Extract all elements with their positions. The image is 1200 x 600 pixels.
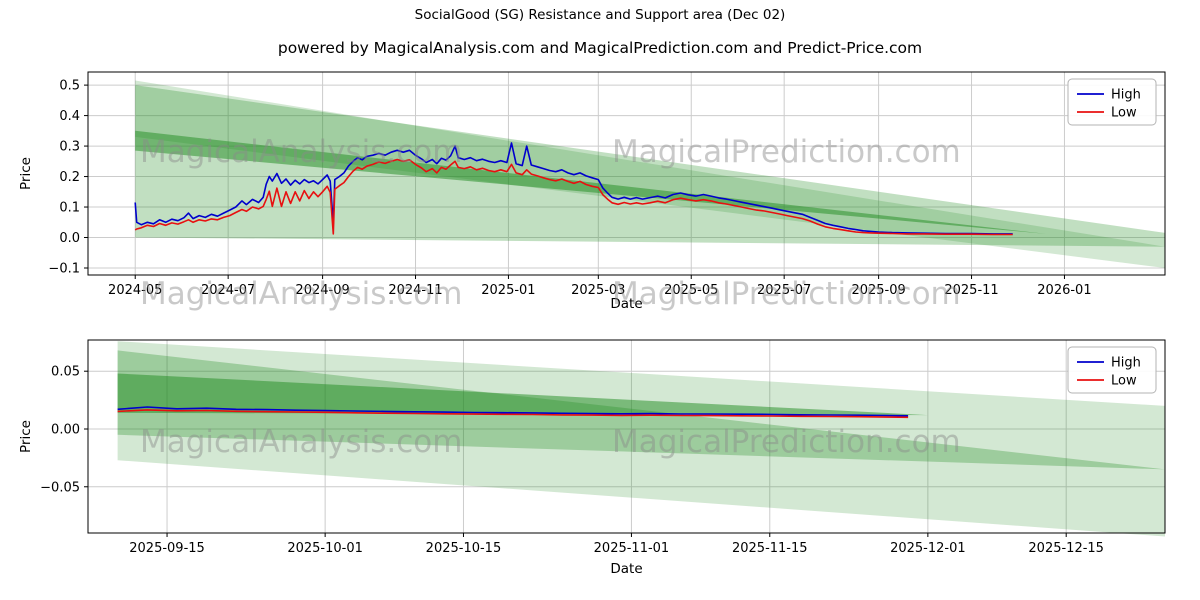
support-resistance-band (117, 373, 928, 416)
x-tick-label: 2025-01 (481, 283, 535, 298)
legend-label: High (1111, 88, 1141, 103)
figure-subtitle: powered by MagicalAnalysis.com and Magic… (277, 39, 923, 57)
x-tick-label: 2024-11 (388, 283, 442, 298)
support-resistance-band (135, 85, 1166, 247)
figure-title: SocialGood (SG) Resistance and Support a… (414, 7, 786, 23)
y-tick-label: 0.3 (59, 140, 80, 155)
axes-box (87, 339, 1166, 534)
y-tick-label: 0.1 (59, 201, 80, 216)
legend: High Low (1067, 78, 1157, 126)
x-tick-label: 2026-01 (1037, 283, 1091, 298)
support-resistance-band (135, 130, 1047, 234)
axes-box (87, 71, 1166, 276)
y-tick-label: −0.1 (48, 261, 80, 276)
x-axis-label: Date (610, 296, 642, 312)
legend-label: Low (1111, 374, 1137, 389)
y-axis-label: Price (18, 157, 34, 190)
x-tick-label: 2025-07 (757, 283, 811, 298)
y-tick-label: 0.2 (59, 170, 80, 185)
x-tick-label: 2024-09 (295, 283, 349, 298)
x-tick-label: 2025-12-01 (890, 541, 966, 556)
x-tick-label: 2025-11-01 (594, 541, 670, 556)
y-tick-label: 0.05 (51, 365, 80, 380)
x-tick-label: 2025-12-15 (1028, 541, 1104, 556)
x-tick-label: 2025-09-15 (129, 541, 205, 556)
y-tick-label: −0.05 (40, 480, 80, 495)
legend: High Low (1067, 346, 1157, 394)
legend-label: Low (1111, 106, 1137, 121)
x-tick-label: 2025-05 (664, 283, 718, 298)
high-price-line (134, 142, 1013, 235)
x-axis-label: Date (610, 561, 642, 577)
x-tick-label: 2025-10-15 (426, 541, 502, 556)
legend-label: High (1111, 356, 1141, 371)
x-tick-label: 2025-10-01 (287, 541, 363, 556)
x-tick-label: 2025-11 (944, 283, 998, 298)
legend-box (1067, 346, 1157, 394)
x-tick-label: 2024-05 (108, 283, 162, 298)
x-tick-label: 2025-03 (571, 283, 625, 298)
x-tick-label: 2025-11-15 (732, 541, 808, 556)
x-tick-label: 2025-09 (851, 283, 905, 298)
high-price-line (117, 406, 909, 417)
price-chart-top: 2024-05 2024-07 2024-09 2024-11 2025-01 2025-… (18, 71, 1166, 312)
y-tick-label: 0.0 (59, 231, 80, 246)
legend-box (1067, 78, 1157, 126)
price-chart-bottom: 2025-09-15 2025-10-01 2025-10-15 2025-11-01… (18, 339, 1166, 577)
y-tick-label: 0.4 (59, 109, 80, 124)
x-tick-label: 2024-07 (201, 283, 255, 298)
low-price-line (134, 158, 1013, 236)
y-tick-label: 0.5 (59, 79, 80, 94)
low-price-line (117, 409, 909, 419)
y-tick-label: 0.00 (51, 422, 80, 437)
y-axis-label: Price (18, 420, 34, 453)
